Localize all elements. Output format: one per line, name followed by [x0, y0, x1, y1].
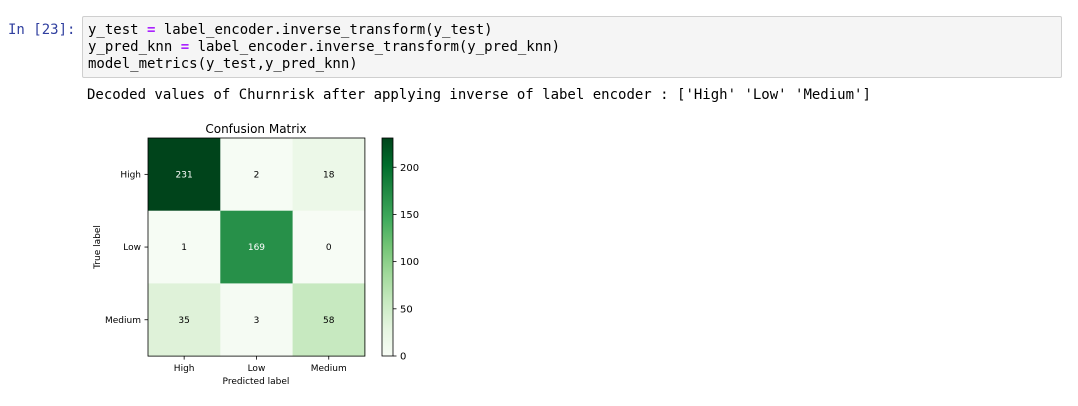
y-tick-label: High [120, 170, 141, 180]
colorbar-tick-label: 0 [400, 352, 406, 363]
matrix-cell-value: 35 [178, 316, 189, 326]
matrix-cell-value: 0 [326, 243, 332, 253]
x-tick-label: Medium [311, 364, 347, 374]
matrix-cell [220, 283, 294, 357]
colorbar-tick-label: 50 [400, 304, 413, 315]
x-tick-label: High [174, 364, 195, 374]
matrix-cell [220, 210, 294, 284]
matrix-cell [292, 138, 366, 212]
code-line: y_pred_knn = label_encoder.inverse_trans… [88, 39, 561, 55]
cell-output-text: Decoded values of Churnrisk after applyi… [87, 87, 871, 103]
code-line: y_test = label_encoder.inverse_transform… [88, 22, 493, 38]
y-axis-label: True label [93, 225, 103, 270]
matrix-cell-value: 18 [323, 170, 335, 180]
y-tick-label: Low [123, 243, 141, 253]
matrix-cell [148, 210, 221, 284]
matrix-cell [220, 138, 294, 212]
code-line: model_metrics(y_test,y_pred_knn) [88, 56, 358, 72]
matrix-cell-value: 231 [176, 170, 193, 180]
matrix-cell [148, 283, 221, 357]
colorbar [381, 137, 394, 357]
matrix-cell-value: 1 [181, 243, 187, 253]
cell-prompt: In [23]: [8, 22, 76, 38]
matrix-cell-value: 2 [254, 170, 260, 180]
code-cell-input[interactable]: y_test = label_encoder.inverse_transform… [82, 16, 1062, 78]
y-tick-label: Medium [105, 316, 141, 326]
matrix-cell [292, 210, 366, 284]
matrix-cell-value: 3 [254, 316, 260, 326]
x-tick-label: Low [248, 364, 266, 374]
matrix-cell [148, 138, 221, 212]
matrix-cell [292, 283, 366, 357]
x-axis-label: Predicted label [223, 377, 290, 387]
colorbar-tick-label: 150 [400, 210, 419, 221]
matrix-cell-value: 58 [323, 316, 335, 326]
colorbar-tick-label: 200 [400, 163, 419, 174]
colorbar-tick-label: 100 [400, 257, 419, 268]
chart-title: Confusion Matrix [205, 122, 306, 136]
matrix-cell-value: 169 [248, 243, 265, 253]
